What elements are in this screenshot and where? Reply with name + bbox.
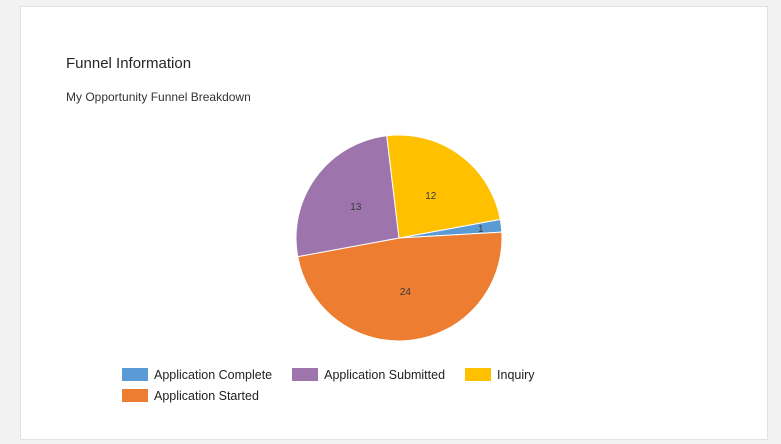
legend-swatch-application-started	[122, 389, 148, 402]
legend-label-inquiry: Inquiry	[497, 367, 535, 382]
card-title: Funnel Information	[66, 55, 192, 72]
legend-item-application-complete: Application Complete	[122, 368, 272, 382]
legend-label-application-complete: Application Complete	[154, 367, 273, 382]
card-subtitle: My Opportunity Funnel Breakdown	[66, 90, 251, 104]
legend-row-1: Application Complete Application Submitt…	[122, 364, 622, 385]
legend-swatch-application-complete	[122, 368, 148, 381]
data-label-application-complete: 1	[478, 224, 484, 235]
legend-item-inquiry: Inquiry	[465, 368, 535, 382]
data-label-application-started: 24	[400, 287, 412, 298]
pie-slice-application-started[interactable]	[297, 231, 503, 342]
legend-label-application-submitted: Application Submitted	[324, 367, 446, 382]
legend-item-application-started: Application Started	[122, 389, 259, 403]
pie-slice-application-submitted[interactable]	[295, 135, 400, 258]
legend-item-application-submitted: Application Submitted	[292, 368, 445, 382]
pie-chart: 1 24 13 12	[295, 134, 503, 342]
legend-swatch-application-submitted	[292, 368, 319, 381]
pie-slice-inquiry[interactable]	[386, 134, 501, 239]
legend-row-2: Application Started	[122, 385, 622, 406]
data-label-inquiry: 12	[425, 191, 437, 202]
data-label-application-submitted: 13	[350, 202, 362, 213]
legend-swatch-inquiry	[465, 368, 492, 381]
chart-card: Funnel Information My Opportunity Funnel…	[20, 6, 768, 440]
chart-legend: Application Complete Application Submitt…	[122, 364, 622, 406]
legend-label-application-started: Application Started	[154, 388, 259, 403]
